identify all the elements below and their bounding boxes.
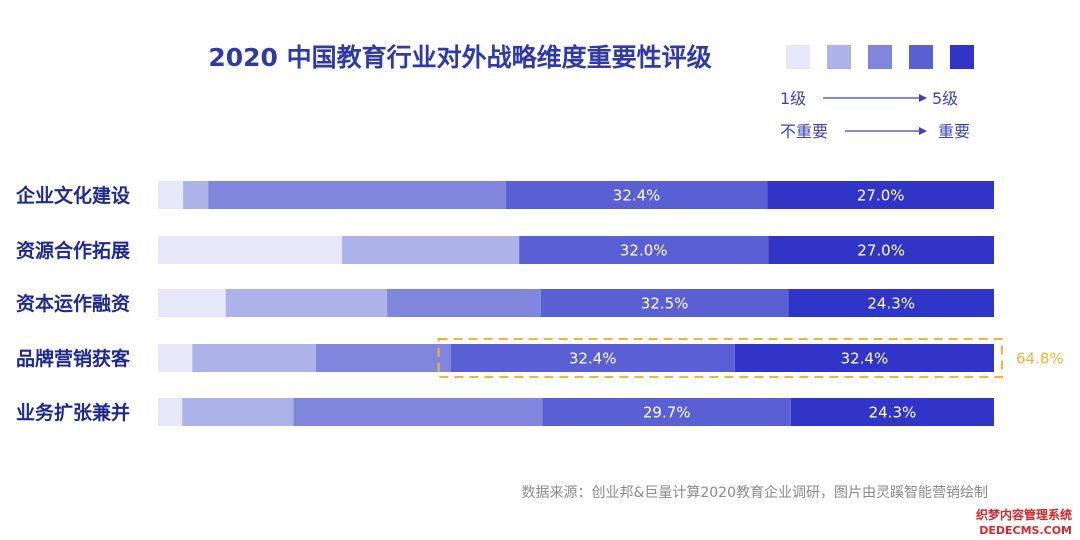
bar-segment (183, 181, 209, 209)
watermark-line1: 织梦内容管理系统 (976, 507, 1072, 522)
bar-segment (225, 289, 388, 317)
bar-segment (767, 181, 994, 209)
bar-segment (540, 289, 789, 317)
bar-segment (734, 344, 994, 372)
data-label: 32.4% (841, 350, 889, 368)
data-label: 27.0% (857, 242, 905, 260)
bar-segment (158, 236, 342, 264)
legend: 1级 5级 不重要 重要 (780, 45, 974, 141)
watermark: 织梦内容管理系统 DEDECMS.COM (976, 507, 1072, 537)
bar-segment (158, 181, 184, 209)
data-label: 32.5% (641, 295, 689, 313)
bar-segment (316, 344, 451, 372)
category-label: 业务扩张兼并 (16, 401, 130, 424)
bar-segment (293, 398, 543, 426)
legend-swatch-4 (909, 45, 933, 69)
bar-segment (208, 181, 506, 209)
legend-level-arrow-icon (919, 94, 927, 102)
bar-segment (192, 344, 317, 372)
bar-segment (450, 344, 735, 372)
category-label: 品牌营销获客 (16, 347, 131, 370)
legend-high-meaning: 重要 (938, 122, 970, 141)
legend-high-level: 5级 (932, 89, 958, 108)
chart-title: 2020 中国教育行业对外战略维度重要性评级 (208, 43, 711, 72)
bar-segment (768, 236, 994, 264)
bars: 32.4% 27.0% 32.0% 27.0% 32.5% 24.3% 32.4% 32.4%… (158, 181, 994, 426)
legend-swatch-3 (868, 45, 892, 69)
data-label: 32.4% (613, 187, 661, 205)
bar-segment (341, 236, 520, 264)
data-label: 24.3% (869, 404, 917, 422)
bar-segment (158, 398, 183, 426)
data-label: 24.3% (867, 295, 915, 313)
legend-swatch-5 (950, 45, 974, 69)
bar-segment (542, 398, 791, 426)
data-label: 32.0% (620, 242, 668, 260)
bar-segment (788, 289, 994, 317)
legend-swatch-2 (827, 45, 851, 69)
legend-low-level: 1级 (780, 89, 806, 108)
bar-segment (158, 344, 193, 372)
category-label: 资本运作融资 (16, 292, 130, 315)
bar-segment (519, 236, 769, 264)
bar-segment (387, 289, 541, 317)
data-label: 32.4% (569, 350, 617, 368)
legend-swatch-1 (786, 45, 810, 69)
legend-swatches (786, 45, 974, 69)
bar-segment (505, 181, 768, 209)
category-label: 企业文化建设 (15, 184, 130, 207)
bar-segment (158, 289, 226, 317)
bar-segment (182, 398, 294, 426)
highlight: 64.8% (437, 338, 1064, 378)
highlight-label: 64.8% (1016, 350, 1064, 368)
legend-low-meaning: 不重要 (780, 122, 828, 141)
data-label: 27.0% (857, 187, 905, 205)
bar-segment (790, 398, 994, 426)
watermark-line2: DEDECMS.COM (979, 524, 1072, 537)
data-label: 29.7% (643, 404, 691, 422)
source-note: 数据来源：创业邦&巨量计算2020教育企业调研，图片由灵蹊智能营销绘制 (521, 484, 988, 501)
legend-meaning-arrow-icon (919, 127, 927, 135)
category-label: 资源合作拓展 (16, 239, 130, 262)
